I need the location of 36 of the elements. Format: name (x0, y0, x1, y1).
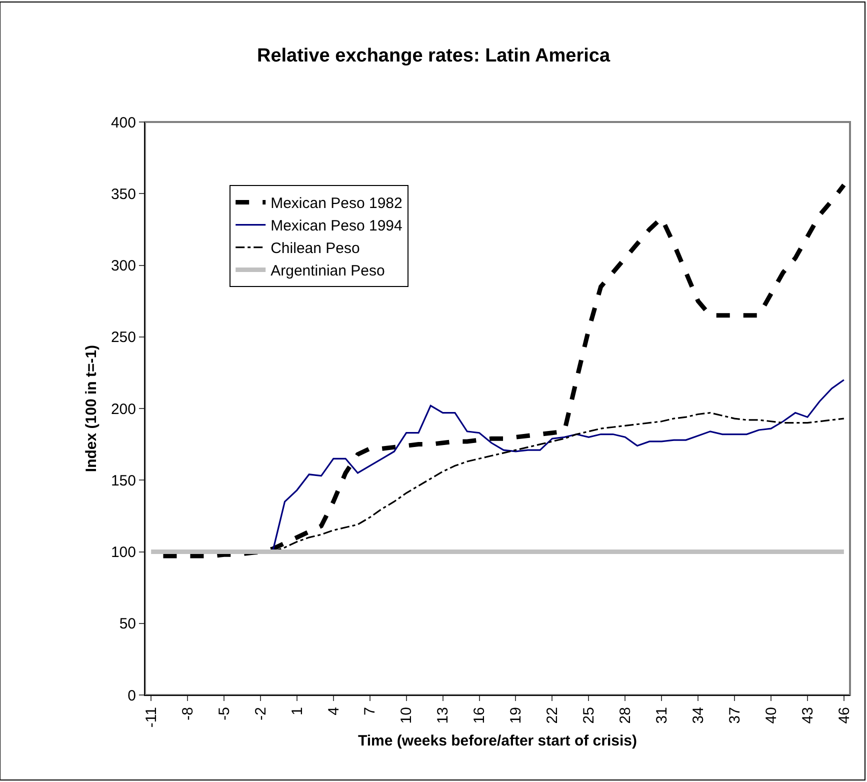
legend-label: Chilean Peso (270, 240, 360, 258)
legend-label: Mexican Peso 1982 (270, 195, 402, 212)
x-tick-label: 43 (799, 707, 816, 724)
x-tick-label: 7 (362, 707, 379, 716)
x-tick-label: 16 (471, 707, 488, 724)
x-tick-label: 37 (726, 707, 744, 724)
x-tick-label: 10 (398, 707, 416, 724)
x-tick-label: 40 (762, 707, 780, 724)
y-tick-label: 200 (110, 400, 136, 418)
y-axis-title: Index (100 in t=-1) (83, 344, 100, 472)
y-tick-label: 350 (110, 186, 136, 203)
x-tick-label: 46 (836, 707, 853, 724)
legend-label: Argentinian Peso (270, 262, 385, 280)
x-tick-label: 13 (434, 707, 452, 724)
y-tick-label: 150 (110, 472, 136, 490)
y-tick-label: 400 (110, 114, 136, 132)
x-tick-label: 28 (617, 707, 634, 724)
y-tick-label: 100 (110, 544, 136, 561)
x-tick-label: 34 (690, 707, 707, 724)
x-tick-label: 1 (288, 707, 306, 716)
x-axis-title: Time (weeks before/after start of crisis) (358, 732, 637, 750)
x-tick-label: 4 (325, 707, 342, 716)
x-tick-label: 22 (544, 707, 562, 724)
legend-label: Mexican Peso 1994 (270, 218, 402, 235)
y-tick-label: 50 (119, 616, 136, 633)
y-tick-label: 250 (110, 329, 136, 346)
x-tick-label: 31 (653, 707, 670, 724)
x-tick-label: -11 (142, 707, 160, 728)
chart-title: Relative exchange rates: Latin America (256, 45, 610, 66)
x-tick-label: -5 (216, 707, 233, 720)
x-tick-label: 19 (508, 707, 525, 724)
y-tick-label: 0 (128, 687, 136, 704)
x-tick-label: -2 (252, 707, 270, 720)
x-tick-label: -8 (179, 707, 196, 720)
y-tick-label: 300 (110, 258, 136, 274)
x-tick-label: 25 (580, 707, 598, 724)
